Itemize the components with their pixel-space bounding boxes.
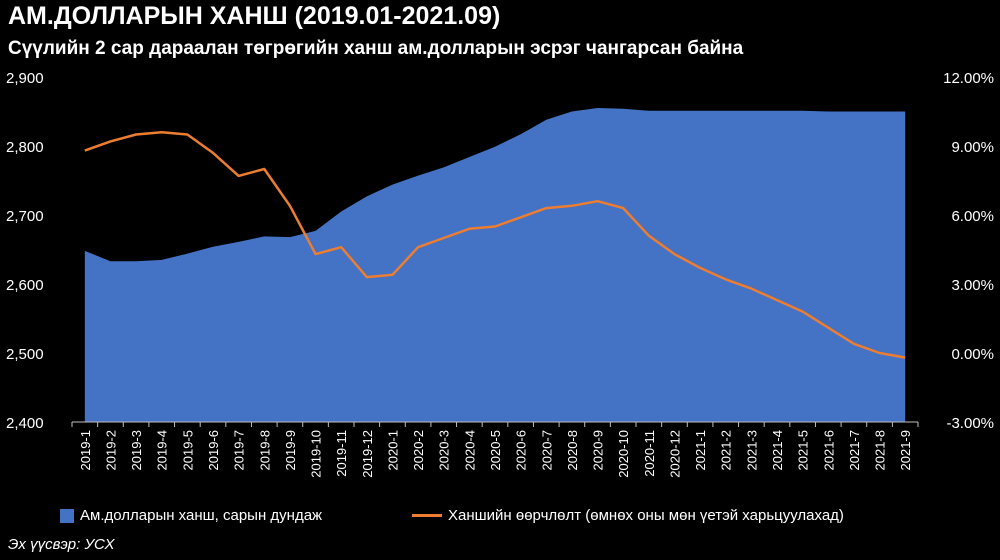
- y-left-tick-label: 2,500: [6, 346, 44, 363]
- chart-subtitle: Сүүлийн 2 сар дараалан төгрөгийн ханш ам…: [8, 38, 744, 59]
- legend-item-line: Ханшийн өөрчлөлт (өмнөх оны мөн үетэй ха…: [412, 507, 844, 524]
- source-note: Эх үүсвэр: УСХ: [8, 536, 115, 553]
- x-tick-label: 2019-6: [206, 430, 221, 470]
- area-series-exchange-rate: [84, 108, 906, 423]
- y-right-tick-label: -3.00%: [946, 415, 994, 432]
- chart-title: АМ.ДОЛЛАРЫН ХАНШ (2019.01-2021.09): [8, 2, 501, 30]
- x-tick-label: 2020-5: [488, 430, 503, 470]
- x-tick-label: 2021-7: [847, 430, 862, 470]
- x-tick-label: 2021-1: [693, 430, 708, 470]
- x-tick-label: 2019-9: [283, 430, 298, 470]
- x-tick-label: 2019-4: [155, 430, 170, 470]
- x-tick-label: 2019-2: [103, 430, 118, 470]
- y-left-tick-label: 2,700: [6, 208, 44, 225]
- y-right-tick-label: 9.00%: [951, 139, 994, 156]
- x-tick-label: 2020-11: [642, 430, 657, 477]
- x-tick-label: 2019-1: [78, 430, 93, 470]
- y-right-tick-label: 12.00%: [943, 70, 994, 87]
- y-right-tick-label: 6.00%: [951, 208, 994, 225]
- x-tick-label: 2019-8: [257, 430, 272, 470]
- x-tick-label: 2020-12: [667, 430, 682, 478]
- x-tick-label: 2019-11: [334, 430, 349, 477]
- y-left-tick-label: 2,800: [6, 139, 44, 156]
- legend-swatch-area: [60, 508, 74, 523]
- x-tick-label: 2020-6: [514, 430, 529, 470]
- x-tick-label: 2020-4: [462, 430, 477, 470]
- y-left-tick-label: 2,600: [6, 277, 44, 294]
- x-tick-label: 2021-3: [744, 430, 759, 470]
- x-tick-label: 2020-8: [565, 430, 580, 470]
- y-left-tick-label: 2,400: [6, 415, 44, 432]
- x-tick-label: 2019-5: [180, 430, 195, 470]
- y-right-tick-label: 0.00%: [951, 346, 994, 363]
- x-tick-label: 2021-4: [770, 430, 785, 470]
- x-tick-label: 2020-7: [539, 430, 554, 470]
- x-tick-label: 2020-2: [411, 430, 426, 470]
- x-tick-label: 2020-1: [385, 430, 400, 470]
- legend-swatch-line: [412, 514, 442, 517]
- x-tick-label: 2019-12: [360, 430, 375, 478]
- x-tick-label: 2019-7: [232, 430, 247, 470]
- x-tick-label: 2019-10: [309, 430, 324, 478]
- y-left-tick-label: 2,900: [6, 70, 44, 87]
- x-tick-label: 2019-3: [129, 430, 144, 470]
- y-right-tick-label: 3.00%: [951, 277, 994, 294]
- x-tick-label: 2020-3: [437, 430, 452, 470]
- x-tick-label: 2021-5: [796, 430, 811, 470]
- x-tick-label: 2021-6: [821, 430, 836, 470]
- legend-item-area: Ам.долларын ханш, сарын дундаж: [60, 507, 322, 524]
- legend-label-line: Ханшийн өөрчлөлт (өмнөх оны мөн үетэй ха…: [448, 507, 844, 524]
- x-tick-label: 2020-10: [616, 430, 631, 478]
- x-tick-label: 2021-2: [719, 430, 734, 470]
- legend-label-area: Ам.долларын ханш, сарын дундаж: [80, 507, 323, 524]
- chart-plot: 2019-1 2019-2 2019-3 2019-4 2019-5 2019-6 2019…: [6, 70, 994, 478]
- x-tick-label: 2021-9: [898, 430, 913, 470]
- line-series-yoy-change: [84, 130, 906, 359]
- x-tick-label: 2020-9: [591, 430, 606, 470]
- x-tick-label: 2021-8: [873, 430, 888, 470]
